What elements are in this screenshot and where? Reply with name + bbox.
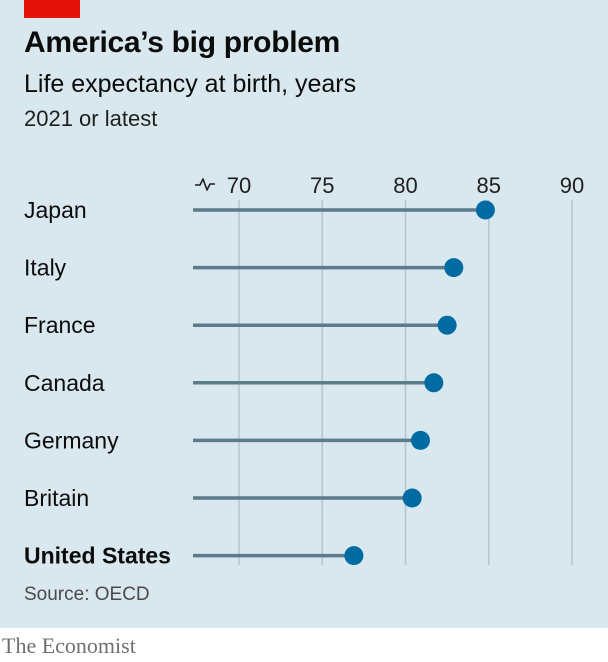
lollipop-dot	[437, 315, 457, 335]
lollipop-dot	[444, 258, 464, 278]
lollipop-dot	[344, 546, 364, 566]
source-note: Source: OECD	[24, 584, 150, 605]
x-tick-label: 80	[393, 173, 417, 198]
chart-note: 2021 or latest	[24, 106, 158, 131]
category-label: United States	[24, 543, 171, 569]
chart-panel	[0, 0, 608, 628]
x-tick-label: 70	[227, 173, 251, 198]
lollipop-dot	[475, 200, 495, 220]
category-label: France	[24, 312, 96, 338]
category-label: Japan	[24, 197, 87, 223]
brand-wordmark: The Economist	[2, 633, 136, 658]
chart-subtitle: Life expectancy at birth, years	[24, 70, 357, 98]
category-label: Germany	[24, 427, 119, 453]
lollipop-dot	[410, 430, 430, 450]
brand-red-tag	[24, 0, 80, 18]
category-label: Canada	[24, 370, 105, 396]
lollipop-dot	[402, 488, 422, 508]
x-tick-label: 75	[310, 173, 334, 198]
x-tick-label: 85	[477, 173, 501, 198]
chart-title: America’s big problem	[24, 26, 341, 59]
lollipop-dot	[424, 373, 444, 393]
x-tick-label: 90	[560, 173, 584, 198]
lollipop-chart: 70 75 80 85 90 Japan Italy France Canada Germany B…	[24, 173, 584, 569]
category-label: Britain	[24, 485, 89, 511]
axis-break-icon	[195, 178, 215, 191]
category-label: Italy	[24, 255, 67, 281]
